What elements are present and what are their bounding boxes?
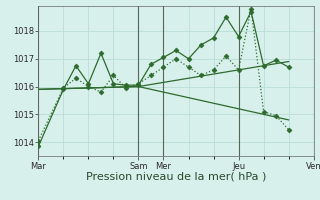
X-axis label: Pression niveau de la mer( hPa ): Pression niveau de la mer( hPa )	[86, 172, 266, 182]
